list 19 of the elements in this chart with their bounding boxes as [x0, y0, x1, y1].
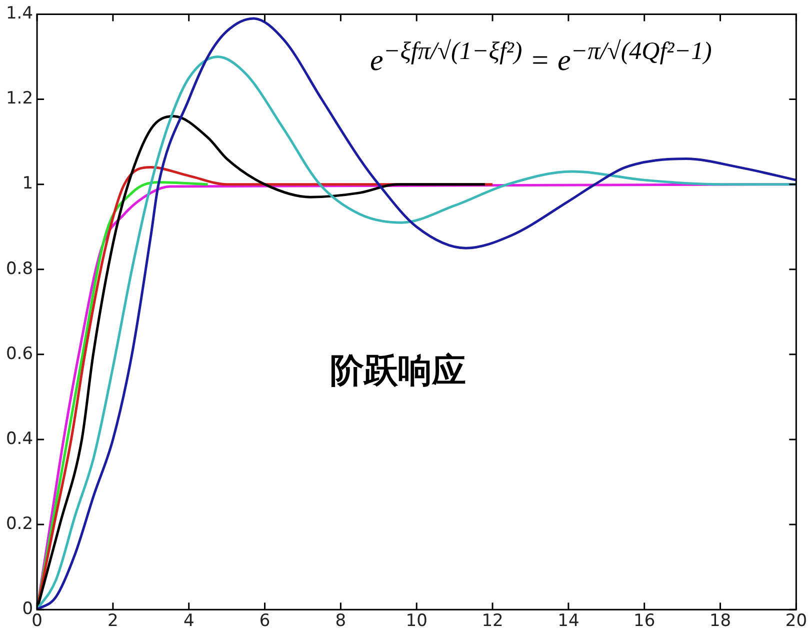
- y-tick-label: 1.4: [6, 4, 34, 24]
- y-tick-label: 1.2: [6, 88, 34, 109]
- x-tick-label: 12: [482, 611, 504, 632]
- annotation: e$^{−ξfπ/√(1−ξf²)}$ = e$^{−π/√(4Qf²−1)}$: [370, 38, 712, 78]
- x-tick-label: 20: [785, 611, 808, 632]
- x-tick-label: 8: [335, 611, 346, 632]
- annotation: 阶跃响应: [330, 350, 466, 393]
- y-tick-label: 0.2: [6, 514, 34, 534]
- x-tick-label: 2: [108, 611, 118, 632]
- y-tick-label: 0.8: [6, 258, 34, 279]
- x-tick-label: 16: [634, 611, 656, 632]
- y-tick-label: 0.6: [6, 344, 34, 364]
- x-tick-label: 10: [406, 611, 428, 632]
- x-tick-label: 14: [558, 611, 580, 632]
- x-tick-label: 18: [709, 611, 732, 632]
- x-tick-label: 6: [259, 611, 270, 632]
- y-tick-label: 1: [22, 174, 34, 194]
- y-tick-label: 0.4: [6, 428, 34, 449]
- x-tick-label: 4: [183, 611, 194, 632]
